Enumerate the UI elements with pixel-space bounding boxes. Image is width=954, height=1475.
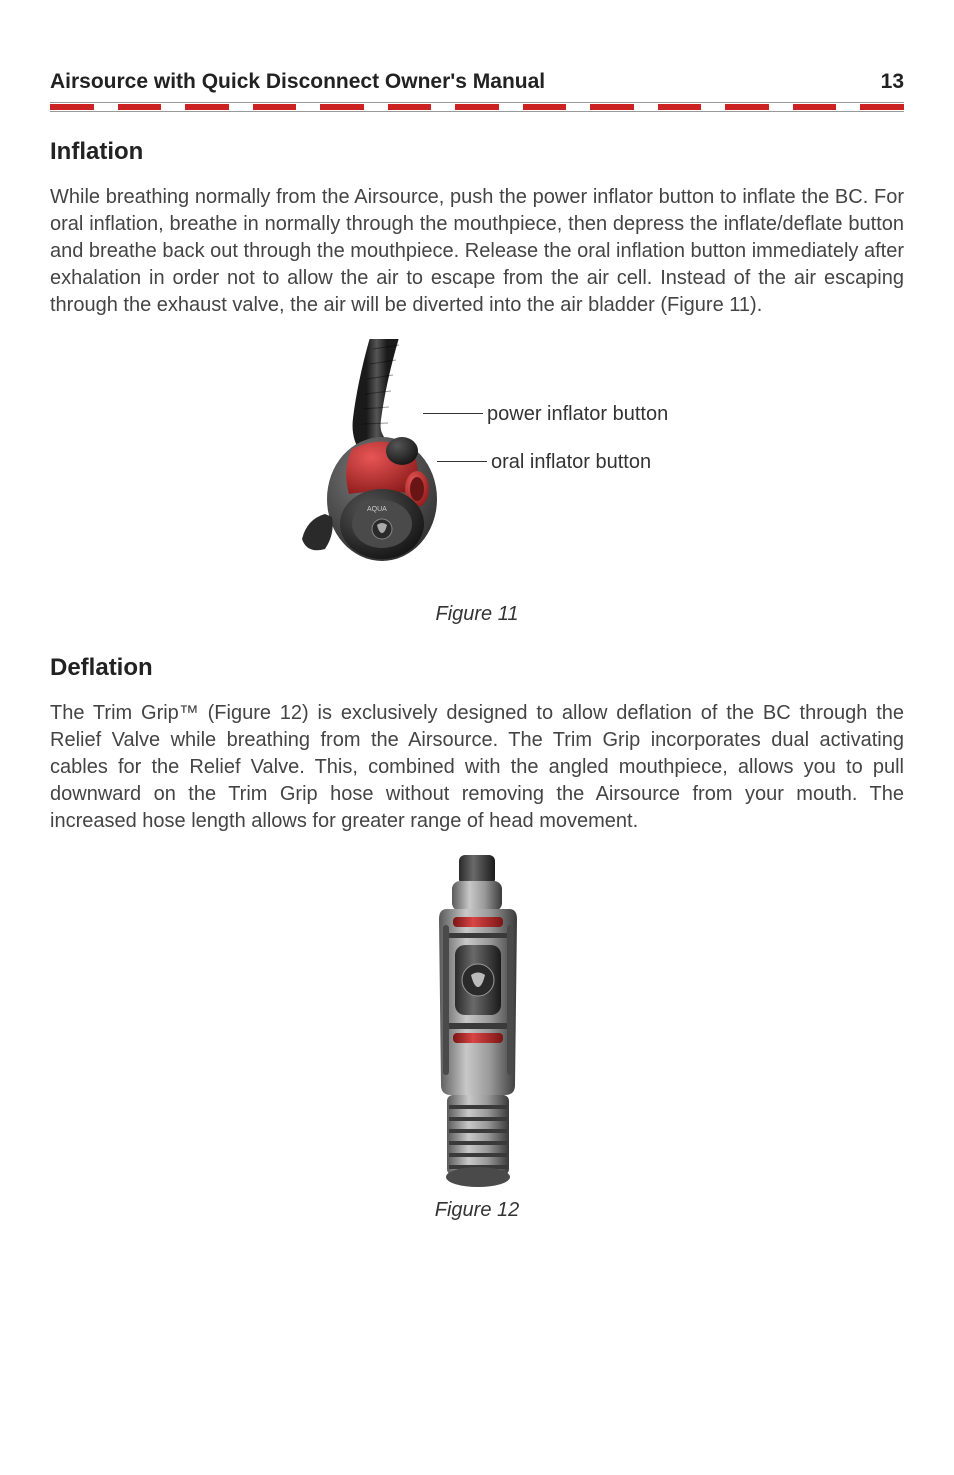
figure-11: AQUA power inflator button oral inflator… xyxy=(50,339,904,626)
page-header: Airsource with Quick Disconnect Owner's … xyxy=(50,70,904,94)
deflation-paragraph: The Trim Grip™ (Figure 12) is exclusivel… xyxy=(50,700,904,835)
figure-11-caption: Figure 11 xyxy=(50,603,904,626)
header-title: Airsource with Quick Disconnect Owner's … xyxy=(50,70,545,94)
callout-oral-inflator: oral inflator button xyxy=(491,451,651,474)
figure-12: Figure 12 xyxy=(50,855,904,1222)
inflation-paragraph: While breathing normally from the Airsou… xyxy=(50,184,904,319)
inflation-heading: Inflation xyxy=(50,138,904,166)
page-number: 13 xyxy=(881,70,904,94)
deflation-heading: Deflation xyxy=(50,654,904,682)
figure-12-caption: Figure 12 xyxy=(50,1199,904,1222)
callout-power-inflator: power inflator button xyxy=(487,403,668,426)
airsource-illustration-icon: AQUA xyxy=(277,339,497,589)
trim-grip-illustration-icon xyxy=(377,855,577,1195)
header-divider xyxy=(50,102,904,112)
svg-text:AQUA: AQUA xyxy=(367,506,387,513)
